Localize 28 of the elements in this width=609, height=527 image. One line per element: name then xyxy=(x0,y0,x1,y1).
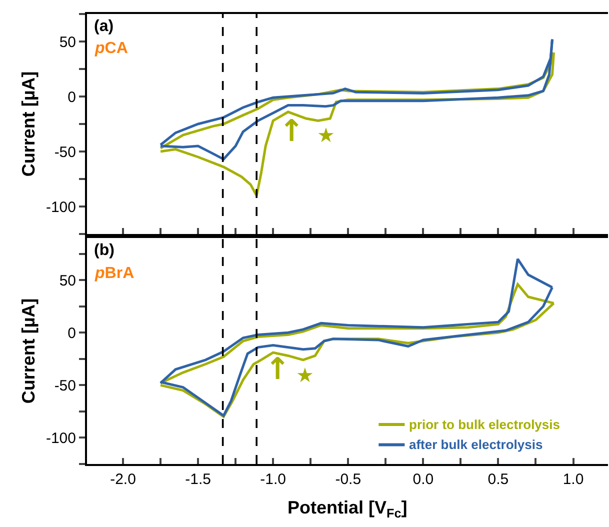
y-tick-label: -50 xyxy=(54,144,76,161)
annotation: (a) xyxy=(94,18,114,35)
annotation: pCA xyxy=(94,40,128,57)
annotation: (b) xyxy=(94,242,114,259)
annotation: ↑ xyxy=(265,352,290,387)
y-tick-label: 0 xyxy=(68,88,76,106)
x-tick-label: -0.5 xyxy=(335,471,362,488)
y-tick-label: 0 xyxy=(68,324,76,342)
x-tick-label: -1.0 xyxy=(260,471,286,488)
y-axis-title: Current [µA] xyxy=(18,298,39,404)
y-tick-label: -100 xyxy=(46,430,76,447)
y-tick-label: -50 xyxy=(54,377,76,394)
legend-label: prior to bulk electrolysis xyxy=(409,417,560,432)
y-tick-label: 50 xyxy=(59,272,76,290)
legend-label: after bulk electrolysis xyxy=(409,437,543,452)
y-axis-title: Current [µA] xyxy=(18,71,39,177)
x-tick-label: 0.0 xyxy=(412,471,434,488)
x-axis-title: Potential [V$_{Fc}$] xyxy=(288,498,408,520)
y-tick-label: 50 xyxy=(59,34,76,51)
annotation: pBrA xyxy=(94,265,135,282)
annotation: ★ xyxy=(296,363,314,387)
annotation: ↑ xyxy=(279,114,304,149)
x-tick-label: -2.0 xyxy=(110,471,136,488)
x-tick-label: -1.5 xyxy=(185,471,211,488)
x-tick-label: 1.0 xyxy=(562,471,584,488)
y-tick-label: -100 xyxy=(46,198,76,216)
x-tick-label: 0.5 xyxy=(488,471,509,488)
annotation: ★ xyxy=(317,123,335,147)
